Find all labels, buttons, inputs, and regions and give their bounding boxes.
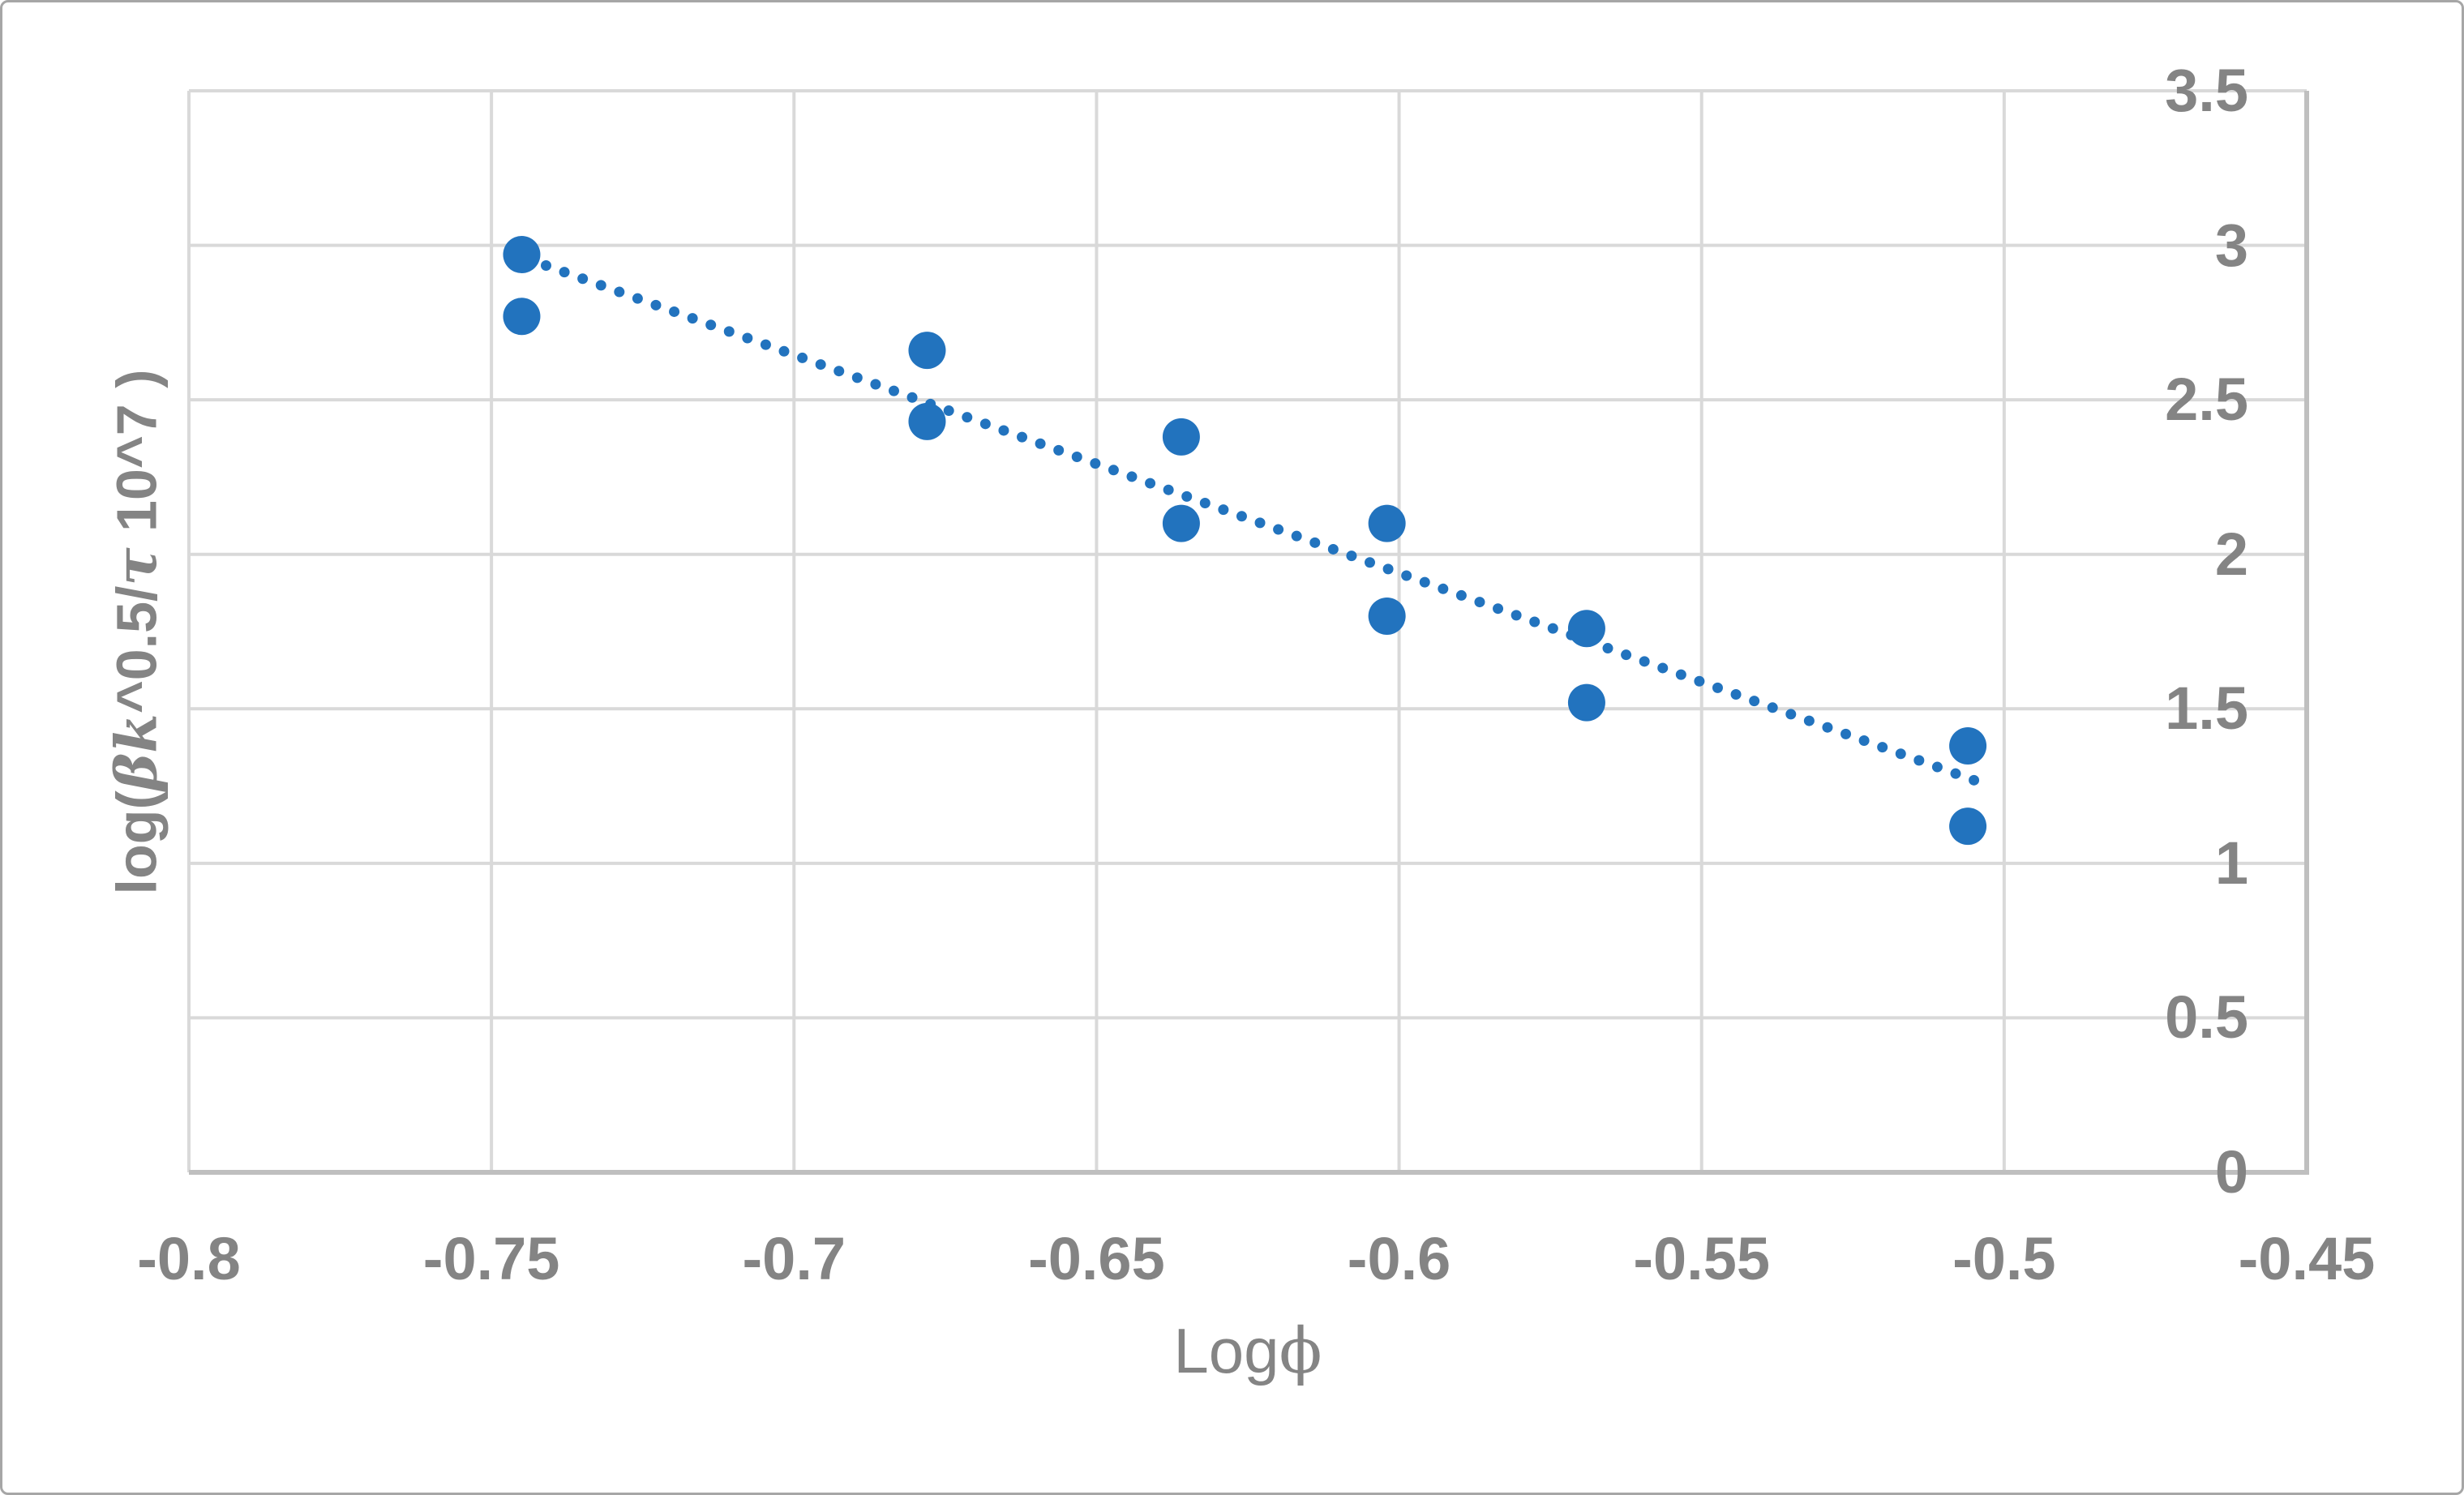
data-point xyxy=(1567,610,1605,648)
y-tick-label: 2 xyxy=(2214,520,2248,588)
x-tick-label: -0.55 xyxy=(1633,1225,1771,1292)
x-tick-label: -0.75 xyxy=(422,1225,560,1292)
data-point xyxy=(503,298,541,336)
data-point xyxy=(908,332,946,370)
x-axis-title: Logϕ xyxy=(189,1314,2307,1403)
x-axis-title-text: Log xyxy=(1173,1315,1279,1386)
y-axis-title: log(βk^0.5/τ 10^7 ) xyxy=(75,91,197,1172)
y-title-text-part: 10^7 ) xyxy=(105,369,169,547)
trendline xyxy=(522,253,1986,788)
y-title-text-part: log( xyxy=(105,790,169,894)
data-point xyxy=(1368,597,1406,635)
y-tick-label: 2.5 xyxy=(2165,366,2248,434)
data-point xyxy=(1949,807,1987,846)
x-tick-label: -0.45 xyxy=(2238,1225,2376,1292)
x-tick-label: -0.6 xyxy=(1347,1225,1451,1292)
y-title-text-part: ^0.5/ xyxy=(105,585,169,713)
x-tick-label: -0.7 xyxy=(742,1225,846,1292)
data-point xyxy=(908,402,946,440)
x-tick-label: -0.5 xyxy=(1952,1225,2056,1292)
y-tick-label: 1.5 xyxy=(2165,675,2248,743)
data-point xyxy=(503,236,541,274)
y-tick-label: 1 xyxy=(2214,829,2248,897)
data-point xyxy=(1368,504,1406,542)
data-point xyxy=(1567,683,1605,722)
y-tick-label: 0.5 xyxy=(2165,983,2248,1052)
y-title-math-part: βk xyxy=(102,713,170,790)
y-tick-label: 3 xyxy=(2214,211,2248,279)
x-tick-label: -0.65 xyxy=(1028,1225,1165,1292)
y-tick-label: 0 xyxy=(2214,1138,2248,1206)
data-point xyxy=(1162,504,1200,542)
phi-symbol: ϕ xyxy=(1279,1315,1322,1388)
data-point xyxy=(1949,727,1987,765)
y-title-math-part: τ xyxy=(102,546,170,586)
y-axis-title-text: log(βk^0.5/τ 10^7 ) xyxy=(103,369,170,894)
y-tick-label: 3.5 xyxy=(2165,57,2248,124)
data-point xyxy=(1162,418,1200,456)
x-tick-label: -0.8 xyxy=(137,1225,241,1292)
